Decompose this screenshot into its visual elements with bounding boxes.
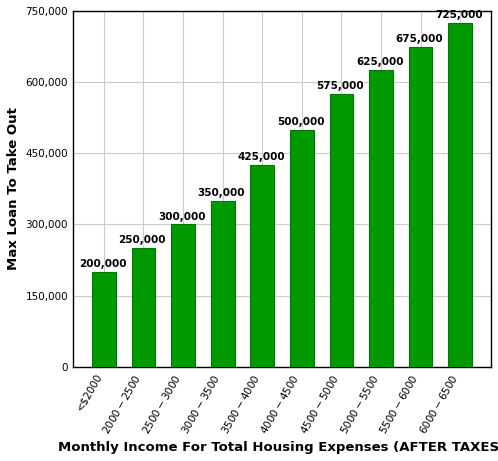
Text: 425,000: 425,000 bbox=[237, 152, 285, 162]
Y-axis label: Max Loan To Take Out: Max Loan To Take Out bbox=[7, 107, 20, 270]
Bar bbox=[211, 201, 235, 367]
Text: 350,000: 350,000 bbox=[198, 188, 245, 198]
Bar bbox=[131, 248, 155, 367]
Bar bbox=[330, 94, 353, 367]
Text: 250,000: 250,000 bbox=[119, 235, 166, 245]
Bar bbox=[290, 130, 314, 367]
X-axis label: Monthly Income For Total Housing Expenses (AFTER TAXES): Monthly Income For Total Housing Expense… bbox=[58, 441, 498, 454]
Text: 200,000: 200,000 bbox=[79, 259, 126, 269]
Text: 625,000: 625,000 bbox=[356, 58, 403, 67]
Text: 725,000: 725,000 bbox=[435, 10, 483, 20]
Text: 575,000: 575,000 bbox=[316, 81, 364, 91]
Bar bbox=[448, 23, 472, 367]
Bar bbox=[92, 272, 116, 367]
Bar bbox=[250, 165, 274, 367]
Bar bbox=[409, 47, 432, 367]
Bar bbox=[369, 70, 393, 367]
Text: 300,000: 300,000 bbox=[158, 212, 206, 222]
Text: 500,000: 500,000 bbox=[277, 117, 324, 127]
Text: 675,000: 675,000 bbox=[395, 34, 443, 44]
Bar bbox=[171, 225, 195, 367]
